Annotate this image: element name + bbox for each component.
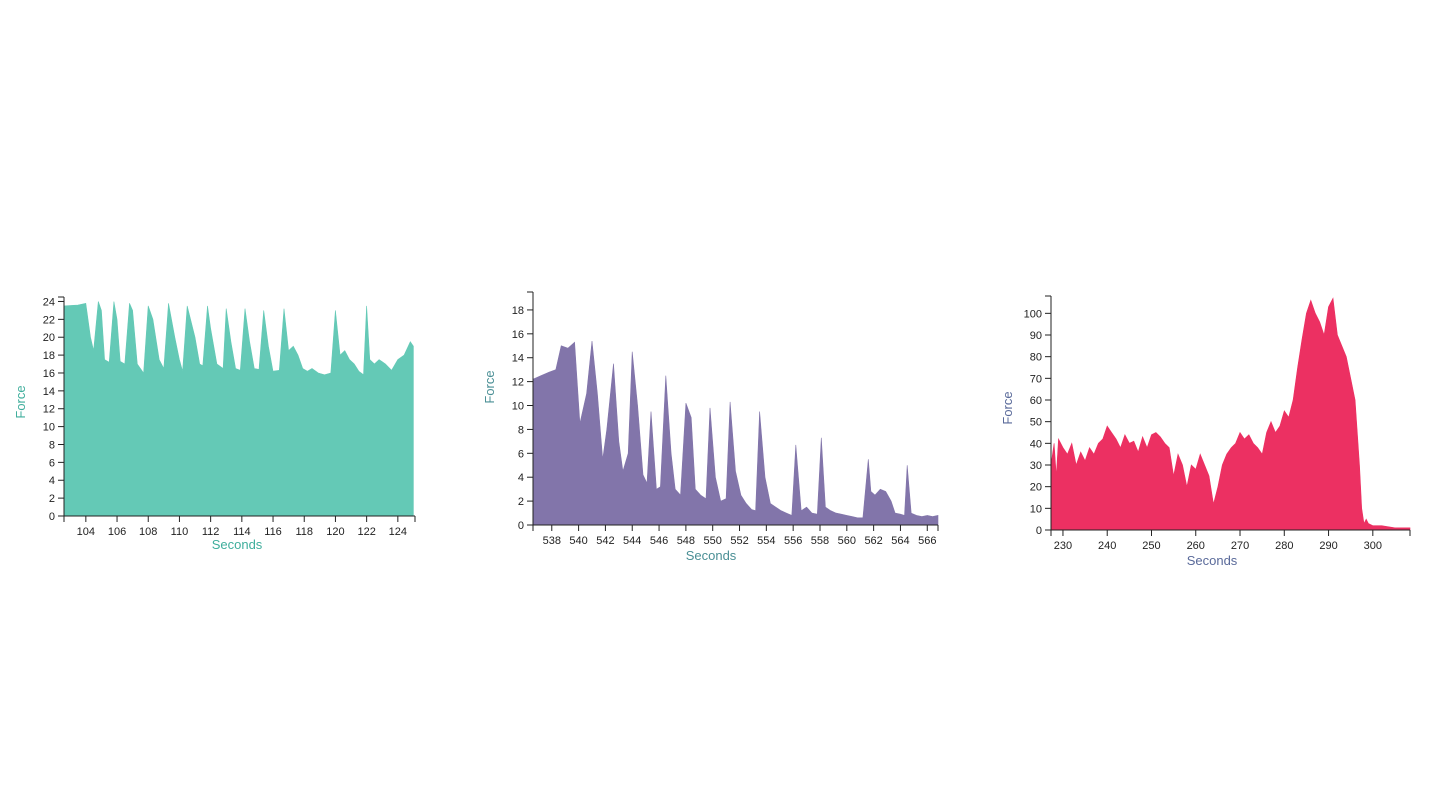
chart2-y-axis-label: Force <box>482 370 497 403</box>
chart1-x-tick-label: 104 <box>77 526 95 538</box>
chart1-x-tick-label: 114 <box>233 526 251 538</box>
chart2-x-tick-label: 544 <box>623 535 641 547</box>
chart1-y-axis-label: Force <box>13 385 28 418</box>
chart2-y-tick-label: 14 <box>512 353 524 365</box>
chart2-x-axis-label: Seconds <box>686 548 737 563</box>
chart3-panel: 230 240 250 260 270 280 290 300 0 10 20 30 40 50 60 70… <box>1000 295 1411 568</box>
chart3-x-tick-label: 280 <box>1275 540 1293 552</box>
chart3-x-tick-label: 270 <box>1231 540 1249 552</box>
chart2-x-tick-label: 562 <box>864 535 882 547</box>
chart3-y-axis: 0 10 20 30 40 50 60 70 80 90 100 <box>1024 295 1052 537</box>
chart3-x-axis: 230 240 250 260 270 280 290 300 <box>1050 529 1411 552</box>
chart1-y-tick-label: 4 <box>49 475 55 487</box>
chart1-x-tick-label: 108 <box>139 526 157 538</box>
chart1-y-tick-label: 18 <box>43 350 55 362</box>
chart3-y-tick-label: 40 <box>1030 438 1042 450</box>
chart2-x-tick-label: 538 <box>543 535 561 547</box>
chart2-x-tick-label: 558 <box>811 535 829 547</box>
chart3-x-tick-label: 250 <box>1142 540 1160 552</box>
chart1-x-axis-label: Seconds <box>212 537 263 552</box>
chart1-x-axis: 104 106 108 110 112 114 116 118 120 122 124 <box>63 515 416 538</box>
chart2-panel: 538 540 542 544 546 548 550 552 554 556 558 560 562 5… <box>482 291 939 563</box>
chart3-y-tick-label: 70 <box>1030 373 1042 385</box>
chart2-area-path <box>532 340 939 526</box>
chart3-x-tick-label: 260 <box>1187 540 1205 552</box>
chart2-x-tick-label: 554 <box>757 535 775 547</box>
chart1-x-tick-label: 124 <box>389 526 407 538</box>
chart3-x-tick-label: 230 <box>1054 540 1072 552</box>
chart3-y-tick-label: 20 <box>1030 482 1042 494</box>
chart2-x-tick-label: 560 <box>838 535 856 547</box>
chart2-y-tick-label: 4 <box>518 472 524 484</box>
chart2-x-tick-label: 540 <box>569 535 587 547</box>
chart3-y-tick-label: 50 <box>1030 417 1042 429</box>
chart2-x-tick-label: 548 <box>677 535 695 547</box>
chart1-y-tick-label: 20 <box>43 332 55 344</box>
chart3-y-tick-label: 100 <box>1024 308 1042 320</box>
chart2-y-tick-label: 16 <box>512 329 524 341</box>
chart1-x-tick-label: 106 <box>108 526 126 538</box>
chart2-y-axis: 0 2 4 6 8 10 12 14 16 18 <box>512 291 534 532</box>
chart3-y-tick-label: 90 <box>1030 330 1042 342</box>
chart3-area-path <box>1050 297 1411 531</box>
chart1-x-tick-label: 116 <box>264 526 282 538</box>
chart2-y-tick-label: 8 <box>518 424 524 436</box>
chart1-y-tick-label: 10 <box>43 422 55 434</box>
chart2-x-tick-label: 550 <box>704 535 722 547</box>
chart1-panel: 104 106 108 110 112 114 116 118 120 122 124 024681… <box>13 296 416 552</box>
chart1-y-tick-label: 6 <box>49 457 55 469</box>
chart3-y-tick-label: 0 <box>1036 525 1042 537</box>
chart1-y-tick-label: 22 <box>43 314 55 326</box>
chart1-y-tick-label: 12 <box>43 404 55 416</box>
chart1-y-tick-label: 14 <box>43 386 55 398</box>
chart3-area-series <box>1050 297 1411 531</box>
chart2-x-tick-label: 546 <box>650 535 668 547</box>
chart2-area-series <box>532 340 939 526</box>
chart1-x-tick-label: 120 <box>326 526 344 538</box>
chart1-y-tick-label: 2 <box>49 493 55 505</box>
chart2-x-tick-label: 542 <box>596 535 614 547</box>
chart1-y-tick-label: 16 <box>43 368 55 380</box>
chart3-y-tick-label: 60 <box>1030 395 1042 407</box>
chart2-y-tick-label: 10 <box>512 401 524 413</box>
chart1-x-tick-label: 118 <box>295 526 313 538</box>
chart1-area-series <box>63 301 414 517</box>
chart3-x-tick-label: 290 <box>1319 540 1337 552</box>
chart1-x-tick-label: 110 <box>171 526 189 538</box>
chart3-y-tick-label: 30 <box>1030 460 1042 472</box>
chart2-x-tick-label: 564 <box>891 535 909 547</box>
chart2-x-axis: 538 540 542 544 546 548 550 552 554 556 558 560 562 5… <box>532 524 939 547</box>
chart2-y-tick-label: 0 <box>518 520 524 532</box>
chart2-y-tick-label: 6 <box>518 448 524 460</box>
chart1-y-tick-label: 8 <box>49 439 55 451</box>
chart2-y-tick-label: 12 <box>512 377 524 389</box>
chart1-x-tick-label: 122 <box>357 526 375 538</box>
chart3-y-tick-label: 80 <box>1030 352 1042 364</box>
chart1-x-tick-label: 112 <box>202 526 220 538</box>
chart2-x-tick-label: 556 <box>784 535 802 547</box>
chart3-y-tick-label: 10 <box>1030 503 1042 515</box>
chart2-y-tick-label: 18 <box>512 305 524 317</box>
chart1-area-path <box>63 301 414 517</box>
chart3-x-tick-label: 240 <box>1098 540 1116 552</box>
chart3-x-axis-label: Seconds <box>1187 553 1238 568</box>
chart2-y-tick-label: 2 <box>518 496 524 508</box>
chart3-y-axis-label: Force <box>1000 391 1015 424</box>
chart3-x-tick-label: 300 <box>1364 540 1382 552</box>
chart1-y-tick-label: 24 <box>43 296 55 308</box>
chart1-y-tick-label: 0 <box>49 511 55 523</box>
chart2-x-tick-label: 552 <box>730 535 748 547</box>
chart2-x-tick-label: 566 <box>918 535 936 547</box>
